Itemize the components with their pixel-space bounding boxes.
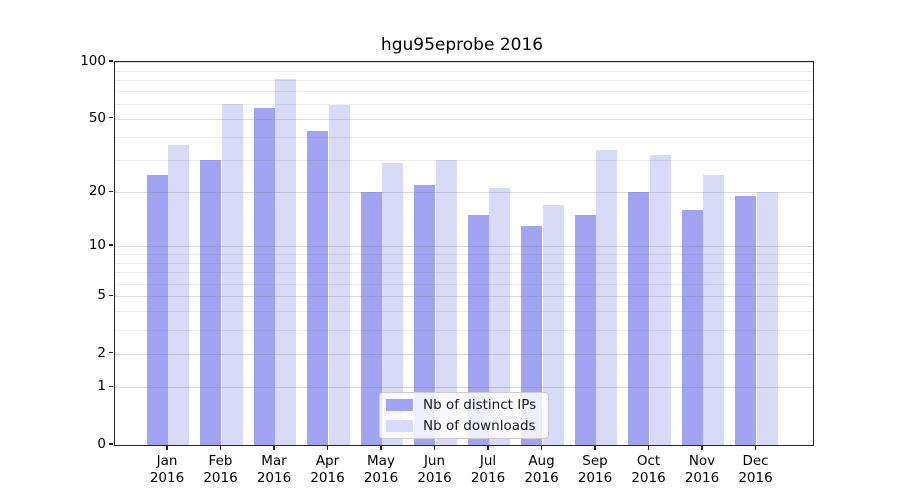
- bar-sep-nb-of-downloads: [596, 149, 618, 445]
- grid-overlay: [114, 62, 813, 445]
- y-gridline-major-5: [114, 296, 813, 298]
- bar-aug-nb-of-downloads: [542, 205, 564, 445]
- bar-may-nb-of-downloads: [382, 162, 404, 445]
- y-gridline-minor-90: [114, 70, 813, 72]
- y-gridline-major-2: [114, 353, 813, 355]
- bar-dec-nb-of-distinct-ips: [735, 196, 757, 445]
- y-gridline-major-50: [114, 118, 813, 120]
- x-tick-label-nov: Nov 2016: [684, 453, 720, 486]
- y-tick-label-50: 50: [88, 109, 106, 126]
- legend-swatch-distinct-ips: [386, 398, 413, 412]
- bar-dec-nb-of-downloads: [756, 192, 778, 445]
- y-gridline-minor-8: [114, 262, 813, 264]
- y-tick-label-20: 20: [88, 183, 106, 200]
- x-tick-label-dec: Dec 2016: [738, 453, 773, 486]
- y-tick-label-10: 10: [88, 237, 106, 253]
- legend: Nb of distinct IPs Nb of downloads: [379, 392, 549, 439]
- x-tick-mark-nov: [701, 445, 703, 450]
- y-gridline-minor-4: [114, 311, 813, 313]
- plot-area: [113, 61, 814, 446]
- bar-nov-nb-of-distinct-ips: [681, 209, 703, 445]
- legend-label-downloads: Nb of downloads: [423, 418, 536, 434]
- x-tick-label-mar: Mar 2016: [256, 453, 292, 486]
- y-gridline-minor-80: [114, 80, 813, 82]
- legend-label-distinct-ips: Nb of distinct IPs: [423, 397, 537, 413]
- bar-jan-nb-of-downloads: [168, 145, 190, 445]
- x-tick-label-jan: Jan 2016: [149, 453, 185, 486]
- y-gridline-minor-60: [114, 103, 813, 105]
- bar-jul-nb-of-distinct-ips: [467, 214, 489, 445]
- y-gridline-minor-30: [114, 160, 813, 162]
- y-gridline-minor-9: [114, 253, 813, 255]
- y-tick-label-1: 1: [97, 378, 106, 395]
- legend-row-distinct-ips: Nb of distinct IPs: [386, 397, 540, 413]
- bar-sep-nb-of-distinct-ips: [574, 214, 596, 445]
- x-tick-mark-sep: [594, 445, 596, 450]
- y-tick-mark-2: [109, 352, 113, 354]
- bars-layer: [115, 62, 813, 445]
- x-tick-label-apr: Apr 2016: [310, 453, 345, 486]
- bar-nov-nb-of-downloads: [703, 174, 725, 445]
- x-tick-label-feb: Feb 2016: [203, 453, 238, 486]
- x-tick-mark-feb: [219, 445, 222, 450]
- y-gridline-minor-40: [114, 136, 813, 138]
- bar-mar-nb-of-downloads: [275, 79, 297, 445]
- x-tick-mark-apr: [326, 445, 329, 450]
- y-tick-label-2: 2: [97, 344, 106, 361]
- x-tick-mark-may: [380, 445, 382, 450]
- chart-title: hgu95eprobe 2016: [380, 35, 544, 55]
- y-tick-label-5: 5: [97, 287, 106, 304]
- x-tick-mark-jan: [166, 445, 168, 450]
- bar-apr-nb-of-distinct-ips: [307, 130, 329, 445]
- y-tick-mark-100: [109, 60, 113, 62]
- y-tick-mark-20: [109, 190, 113, 192]
- bar-oct-nb-of-downloads: [649, 154, 671, 445]
- bar-jun-nb-of-downloads: [435, 160, 457, 445]
- bar-feb-nb-of-distinct-ips: [200, 160, 222, 445]
- x-tick-mark-jun: [433, 445, 436, 450]
- legend-swatch-downloads: [386, 419, 413, 433]
- y-tick-mark-0: [109, 443, 113, 445]
- y-tick-label-0: 0: [97, 436, 106, 452]
- legend-row-downloads: Nb of downloads: [386, 418, 540, 434]
- bar-jun-nb-of-distinct-ips: [414, 184, 436, 445]
- x-tick-label-sep: Sep 2016: [577, 453, 613, 486]
- x-tick-label-aug: Aug 2016: [524, 453, 559, 486]
- y-gridline-major-20: [114, 192, 813, 194]
- x-tick-label-jun: Jun 2016: [417, 453, 452, 486]
- y-tick-mark-1: [109, 385, 113, 388]
- y-tick-label-100: 100: [80, 53, 106, 69]
- bar-jul-nb-of-downloads: [489, 188, 511, 445]
- bar-jan-nb-of-distinct-ips: [146, 174, 168, 445]
- y-gridline-minor-6: [114, 283, 813, 285]
- bar-apr-nb-of-downloads: [328, 105, 350, 445]
- bar-mar-nb-of-distinct-ips: [253, 108, 275, 445]
- x-tick-mark-aug: [540, 445, 543, 450]
- x-tick-mark-dec: [754, 445, 757, 450]
- bar-oct-nb-of-distinct-ips: [628, 192, 650, 445]
- y-tick-mark-5: [109, 294, 113, 296]
- y-gridline-minor-3: [114, 329, 813, 331]
- y-gridline-major-1: [114, 387, 813, 389]
- x-tick-mark-jul: [487, 445, 489, 450]
- bar-feb-nb-of-downloads: [221, 103, 243, 445]
- y-gridline-major-10: [114, 246, 813, 247]
- x-tick-label-jul: Jul 2016: [470, 453, 506, 486]
- x-tick-label-oct: Oct 2016: [631, 453, 666, 486]
- y-tick-mark-50: [109, 117, 113, 119]
- x-tick-label-may: May 2016: [363, 453, 399, 486]
- bar-may-nb-of-distinct-ips: [360, 192, 382, 445]
- y-gridline-minor-7: [114, 272, 813, 274]
- bar-aug-nb-of-distinct-ips: [521, 225, 543, 445]
- x-tick-mark-oct: [647, 445, 650, 450]
- y-gridline-major-100: [114, 62, 813, 63]
- y-tick-mark-10: [109, 244, 113, 246]
- x-tick-mark-mar: [273, 445, 275, 450]
- y-gridline-minor-70: [114, 91, 813, 93]
